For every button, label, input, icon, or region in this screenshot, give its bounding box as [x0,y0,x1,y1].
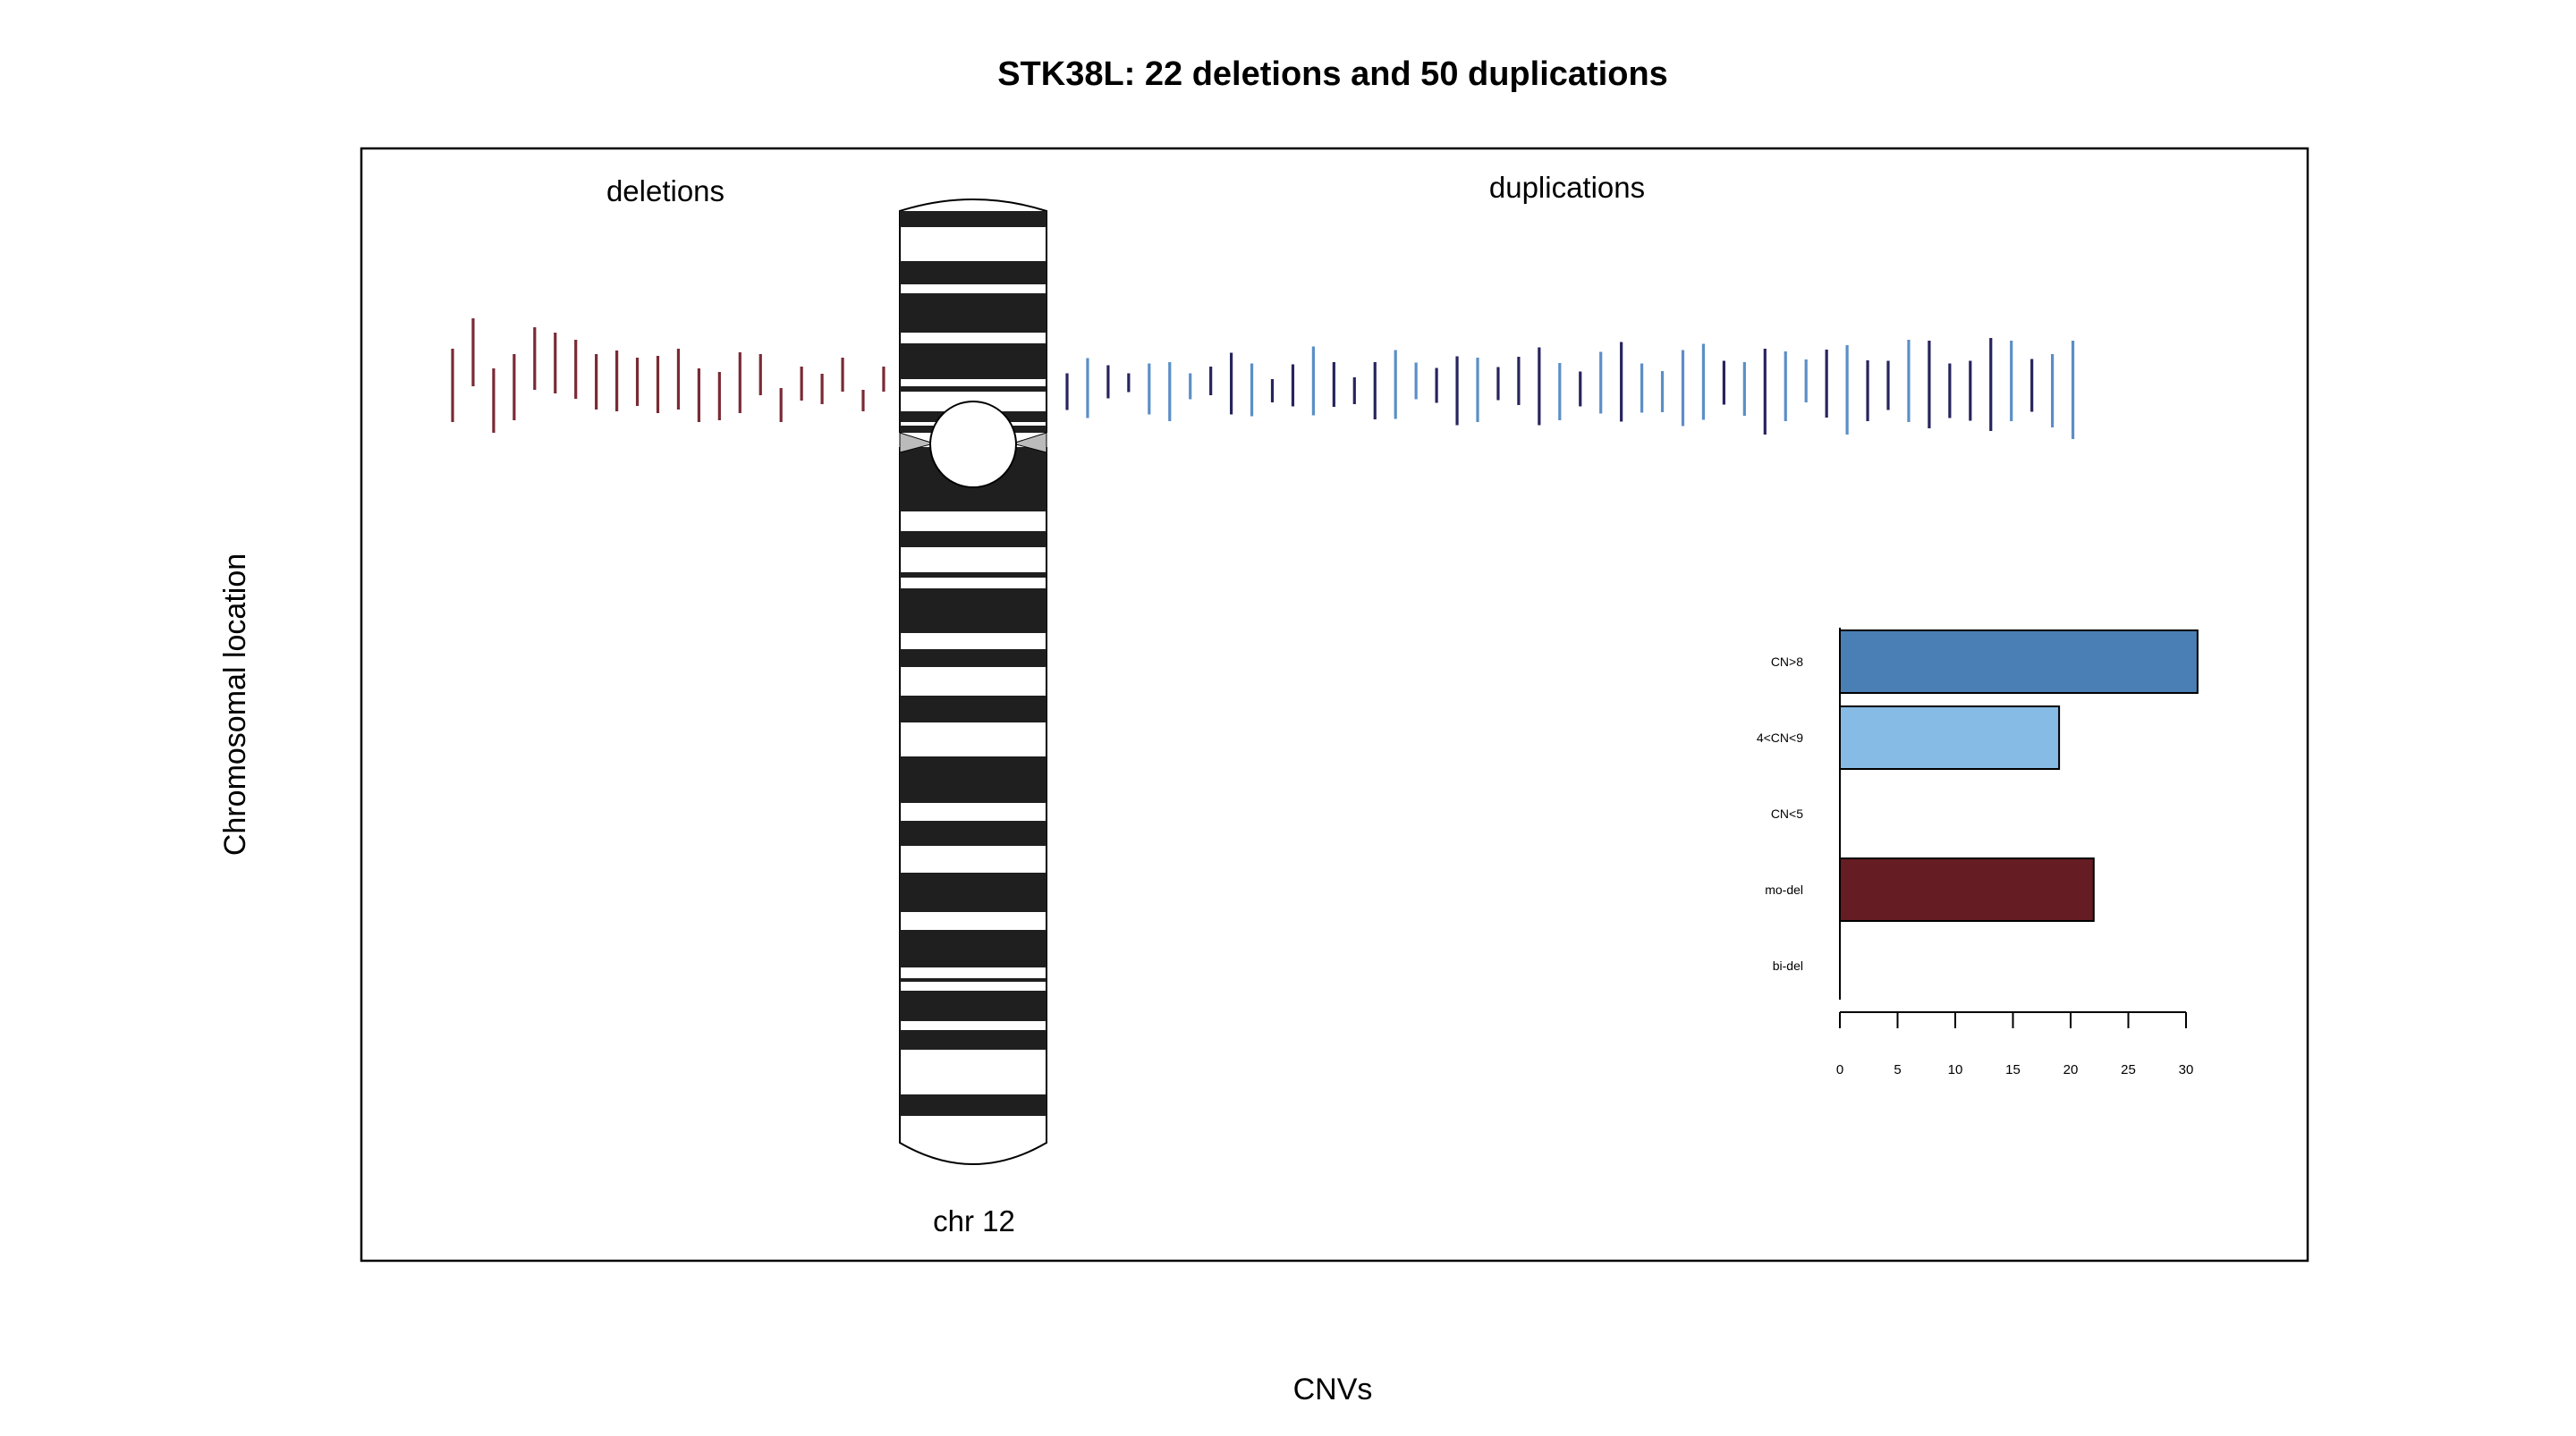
chromosome-band [900,211,1046,227]
centromere-hatch [1011,432,1047,453]
x-axis-title: CNVs [1293,1373,1373,1406]
chromosome-band [900,293,1046,333]
chromosome-band [900,821,1046,846]
chromosome-band [900,649,1046,667]
chromosome-band [900,386,1046,392]
chromosome-band [900,991,1046,1021]
chromosome-band [900,261,1046,284]
chromosome-band [900,756,1046,803]
cnv-type-bar-chart: CN>8 4<CN<9 CN<5 mo-del bi-del 0 5 10 15 20 25 30 [1757,628,2199,1077]
bar-x-tick-label: 20 [2063,1062,2079,1077]
chromosome-band [900,1030,1046,1050]
bar-x-tick-label: 5 [1894,1062,1901,1077]
bar [1839,629,2199,694]
bar-x-tick-label: 0 [1836,1062,1843,1077]
chromosome-band [900,978,1046,982]
bar-x-tick-label: 25 [2121,1062,2136,1077]
duplication-segments [1065,338,2075,439]
chart-title: STK38L: 22 deletions and 50 duplications [997,55,1668,93]
chromosome-ideogram [899,199,1047,1165]
bar-category-label: CN<5 [1771,807,1803,821]
bar-x-tick-label: 30 [2179,1062,2194,1077]
chromosome-label: chr 12 [933,1204,1015,1237]
centromere [929,401,1017,488]
duplications-label: duplications [1489,171,1645,204]
bar-x-tick-label: 15 [2005,1062,2021,1077]
deletions-label: deletions [606,174,724,207]
chromosome-band [900,531,1046,547]
bar [1839,857,2095,922]
chromosome-band [900,572,1046,578]
chromosome-band [900,873,1046,912]
centromere-hatch [899,432,936,453]
chromosome-band [900,1094,1046,1116]
bar-x-tick-label: 10 [1948,1062,1963,1077]
plot-frame [360,147,2309,1263]
chromosome-band [900,343,1046,379]
bar-category-label: bi-del [1773,959,1803,973]
chromosome-band [900,930,1046,967]
bar-category-label: 4<CN<9 [1757,731,1803,745]
q-arm [899,447,1047,1165]
bar-category-label: CN>8 [1771,655,1803,669]
deletion-segments [451,318,886,433]
y-axis-title: Chromosomal location [218,553,252,856]
bar [1839,705,2061,770]
bar-category-label: mo-del [1765,883,1803,897]
chromosome-band [900,696,1046,722]
chromosome-band [900,588,1046,633]
